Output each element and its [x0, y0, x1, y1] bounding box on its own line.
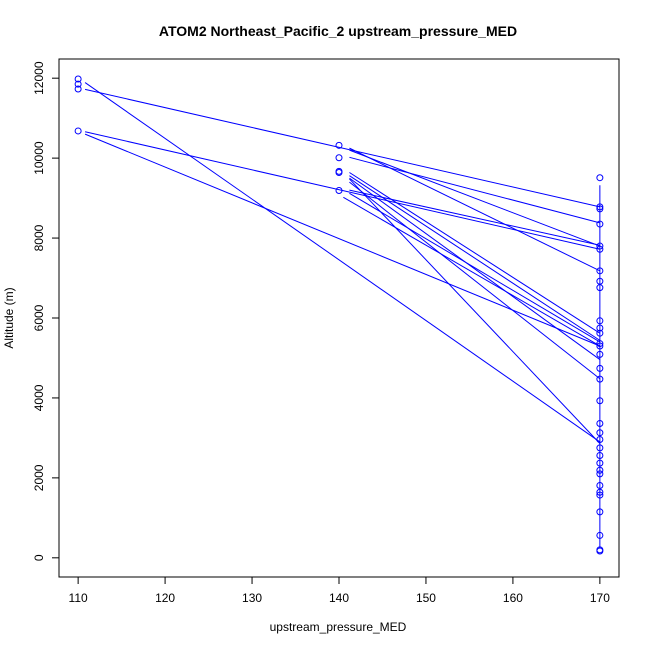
data-point	[596, 174, 604, 182]
data-point	[596, 436, 604, 444]
data-point	[596, 397, 604, 405]
data-point	[596, 420, 604, 428]
data-point	[596, 342, 604, 350]
y-tick-label: 12000	[32, 61, 46, 95]
series-line-segment	[349, 178, 601, 444]
data-point	[596, 444, 604, 452]
series-line-segment	[349, 149, 601, 247]
data-point	[596, 203, 604, 211]
data-point	[596, 491, 604, 499]
data-point	[596, 459, 604, 467]
series-line-segment	[349, 181, 601, 380]
y-tick-label: 10000	[32, 141, 46, 175]
data-point	[596, 242, 604, 250]
data-point	[596, 324, 604, 332]
y-tick-label: 8000	[32, 224, 46, 251]
x-tick-label: 150	[416, 591, 436, 605]
x-axis: 110 120 130 140 150 160 170	[69, 576, 610, 605]
data-point	[596, 317, 604, 325]
data-point	[596, 267, 604, 275]
chart-title: ATOM2 Northeast_Pacific_2 upstream_press…	[159, 23, 517, 39]
data-point	[74, 80, 82, 88]
data-point	[596, 470, 604, 478]
data-point	[335, 154, 343, 162]
x-tick-label: 170	[590, 591, 610, 605]
y-tick-label: 4000	[32, 384, 46, 411]
data-point	[74, 85, 82, 93]
y-axis-label: Altitude (m)	[2, 287, 16, 348]
series-line-segment	[349, 177, 601, 360]
data-point	[596, 451, 604, 459]
series-line-segment	[84, 133, 601, 347]
data-point	[596, 531, 604, 539]
series-lines	[84, 82, 601, 549]
data-point	[596, 364, 604, 372]
data-point	[596, 375, 604, 383]
data-point	[596, 245, 604, 253]
y-tick-label: 0	[32, 554, 46, 561]
series-line-segment	[349, 192, 601, 343]
data-point	[335, 141, 343, 149]
data-point	[596, 547, 604, 555]
series-line-segment	[349, 156, 600, 224]
data-point	[74, 127, 82, 135]
series-points	[74, 75, 604, 555]
x-axis-label: upstream_pressure_MED	[270, 620, 407, 634]
data-point	[596, 205, 604, 213]
data-point	[596, 508, 604, 516]
data-point	[596, 340, 604, 348]
data-point	[596, 350, 604, 358]
series-line-segment	[343, 196, 601, 347]
x-tick-label: 120	[155, 591, 175, 605]
series-line-segment	[349, 189, 600, 246]
y-axis: 0 2000 4000 6000 8000 10000 12000	[32, 61, 60, 561]
data-point	[596, 481, 604, 489]
data-point	[596, 284, 604, 292]
plot-frame	[58, 58, 620, 578]
data-point	[596, 488, 604, 496]
y-tick-label: 2000	[32, 464, 46, 491]
x-tick-label: 160	[503, 591, 523, 605]
data-point	[596, 220, 604, 228]
series-line-segment	[349, 175, 601, 341]
y-tick-label: 6000	[32, 304, 46, 331]
x-tick-label: 130	[242, 591, 262, 605]
data-point	[335, 169, 343, 177]
x-tick-label: 110	[69, 591, 88, 605]
data-point	[335, 186, 343, 194]
data-point	[596, 329, 604, 337]
data-point	[596, 429, 604, 437]
data-point	[596, 466, 604, 474]
data-point	[74, 75, 82, 83]
series-line-segment	[84, 82, 601, 443]
series-line-segment	[84, 88, 600, 208]
x-tick-label: 140	[329, 591, 349, 605]
